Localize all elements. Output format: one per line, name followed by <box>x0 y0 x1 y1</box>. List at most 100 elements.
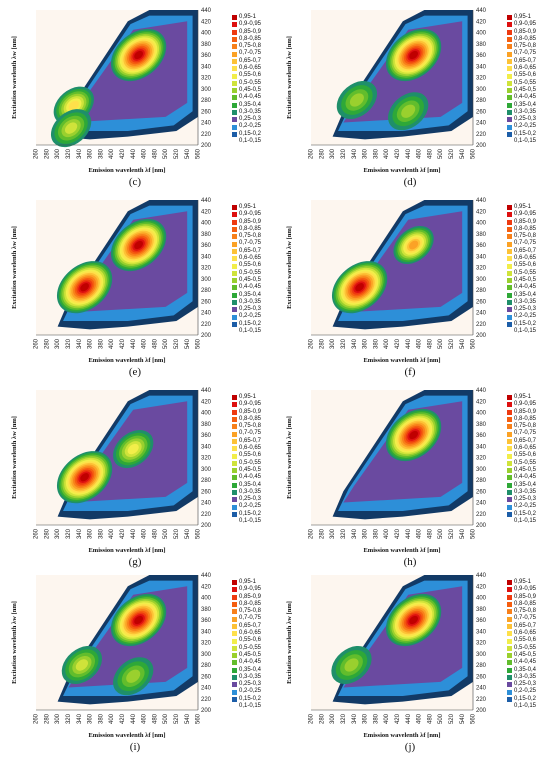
legend-item: 0,65-0,7 <box>507 438 536 445</box>
legend-label: 0,8-0,85 <box>239 225 262 232</box>
legend-swatch <box>507 256 512 262</box>
legend-label: 0,8-0,85 <box>514 600 537 607</box>
y-axis-label: Excitation wavelenth λw [nm] <box>11 36 18 119</box>
legend-swatch <box>507 44 512 50</box>
legend-swatch <box>507 234 512 240</box>
y-tick-label: 240 <box>476 311 487 317</box>
legend-swatch <box>507 667 512 673</box>
legend-swatch <box>507 15 512 21</box>
legend-label: 0,25-0,3 <box>239 306 262 313</box>
x-tick-label: 460 <box>142 338 148 349</box>
legend-swatch <box>232 300 237 305</box>
legend-item: 0,3-0,35 <box>232 674 261 681</box>
legend-swatch <box>507 124 512 130</box>
legend-swatch <box>507 587 512 593</box>
legend-item: 0,9-0,95 <box>232 401 261 408</box>
legend-swatch <box>507 110 512 115</box>
y-tick-label: 400 <box>476 31 487 37</box>
legend-swatch <box>232 241 237 247</box>
legend-swatch <box>232 645 237 651</box>
legend-swatch <box>232 402 237 408</box>
x-tick-label: 560 <box>471 713 477 724</box>
legend-label: 0,4-0,45 <box>239 659 262 666</box>
chart-panel: 260 280 300 320 340 360 380 400 420 440 460 480 500 5… <box>0 0 270 190</box>
x-axis-label: Emission wavelenth λf [nm] <box>88 732 165 739</box>
legend-item: 0,1-0,15 <box>507 703 536 710</box>
legend-item: 0,6-0,65 <box>232 255 261 262</box>
legend-swatch <box>232 623 237 629</box>
legend-swatch <box>232 314 237 320</box>
legend-label: 0,3-0,35 <box>239 298 262 305</box>
legend-swatch <box>232 667 237 673</box>
legend-item: 0,75-0,8 <box>232 233 261 240</box>
x-tick-label: 320 <box>341 528 347 539</box>
legend-swatch <box>507 409 512 415</box>
legend-swatch <box>507 623 512 629</box>
legend-label: 0,45-0,5 <box>239 651 262 658</box>
x-tick-label: 460 <box>142 148 148 159</box>
legend-swatch <box>232 482 237 488</box>
x-tick-label: 420 <box>120 338 126 349</box>
legend-item: 0,7-0,75 <box>232 615 261 622</box>
legend-label: 0,65-0,7 <box>239 622 262 629</box>
legend-swatch <box>507 682 512 688</box>
legend-item: 0,6-0,65 <box>507 65 536 72</box>
legend-swatch <box>507 645 512 651</box>
legend-swatch <box>507 95 512 101</box>
legend-label: 0,75-0,8 <box>514 43 537 50</box>
x-tick-label: 520 <box>174 148 180 159</box>
x-tick-label: 540 <box>185 713 191 724</box>
y-tick-label: 200 <box>201 333 212 339</box>
y-tick-label: 420 <box>476 399 487 405</box>
y-tick-label: 300 <box>476 652 487 658</box>
legend-swatch <box>507 660 512 666</box>
x-tick-label: 420 <box>395 713 401 724</box>
legend-item: 0,15-0,2 <box>232 696 261 703</box>
x-tick-label: 400 <box>109 713 115 724</box>
legend-item: 0,8-0,85 <box>232 226 261 233</box>
x-tick-label: 300 <box>55 713 61 724</box>
y-tick-label: 220 <box>476 512 487 518</box>
legend-item: 0,15-0,2 <box>507 131 536 138</box>
legend-label: 0,75-0,8 <box>514 423 537 430</box>
legend-label: 0,2-0,25 <box>239 313 262 320</box>
legend-item: 0,25-0,3 <box>507 681 536 688</box>
x-tick-label: 320 <box>66 338 72 349</box>
x-tick-label: 500 <box>163 713 169 724</box>
legend-label: 0,95-1 <box>514 579 532 585</box>
legend-swatch <box>507 205 512 211</box>
x-tick-label: 560 <box>196 528 202 539</box>
legend-label: 0,15-0,2 <box>239 510 262 517</box>
legend-label: 0,9-0,95 <box>514 21 537 28</box>
x-tick-label: 320 <box>341 148 347 159</box>
y-tick-label: 220 <box>476 132 487 138</box>
legend-swatch <box>232 594 237 600</box>
legend-label: 0,15-0,2 <box>514 130 537 137</box>
y-tick-label: 320 <box>201 266 212 272</box>
x-tick-label: 380 <box>373 338 379 349</box>
y-tick-label: 420 <box>201 19 212 25</box>
legend-label: 0,5-0,55 <box>514 269 537 276</box>
legend-item: 0,35-0,4 <box>232 667 261 674</box>
legend-label: 0,35-0,4 <box>514 101 537 108</box>
x-tick-label: 380 <box>98 713 104 724</box>
legend-swatch <box>507 117 512 123</box>
contour-peak-ring <box>126 669 141 683</box>
y-tick-label: 380 <box>476 232 487 238</box>
legend-swatch <box>232 95 237 101</box>
x-tick-label: 540 <box>185 528 191 539</box>
y-tick-label: 260 <box>476 109 487 115</box>
y-tick-label: 220 <box>201 697 212 703</box>
y-tick-label: 200 <box>476 708 487 714</box>
legend-label: 0,65-0,7 <box>514 622 537 629</box>
x-tick-label: 280 <box>319 528 325 539</box>
legend-label: 0,7-0,75 <box>239 430 262 437</box>
y-tick-label: 440 <box>476 8 487 14</box>
legend-label: 0,35-0,4 <box>514 666 537 673</box>
legend-swatch <box>232 696 237 702</box>
x-tick-label: 300 <box>55 148 61 159</box>
legend-swatch <box>232 292 237 298</box>
x-tick-label: 440 <box>406 713 412 724</box>
contour-peak-ring <box>64 122 78 134</box>
legend-item: 0,45-0,5 <box>507 277 536 284</box>
